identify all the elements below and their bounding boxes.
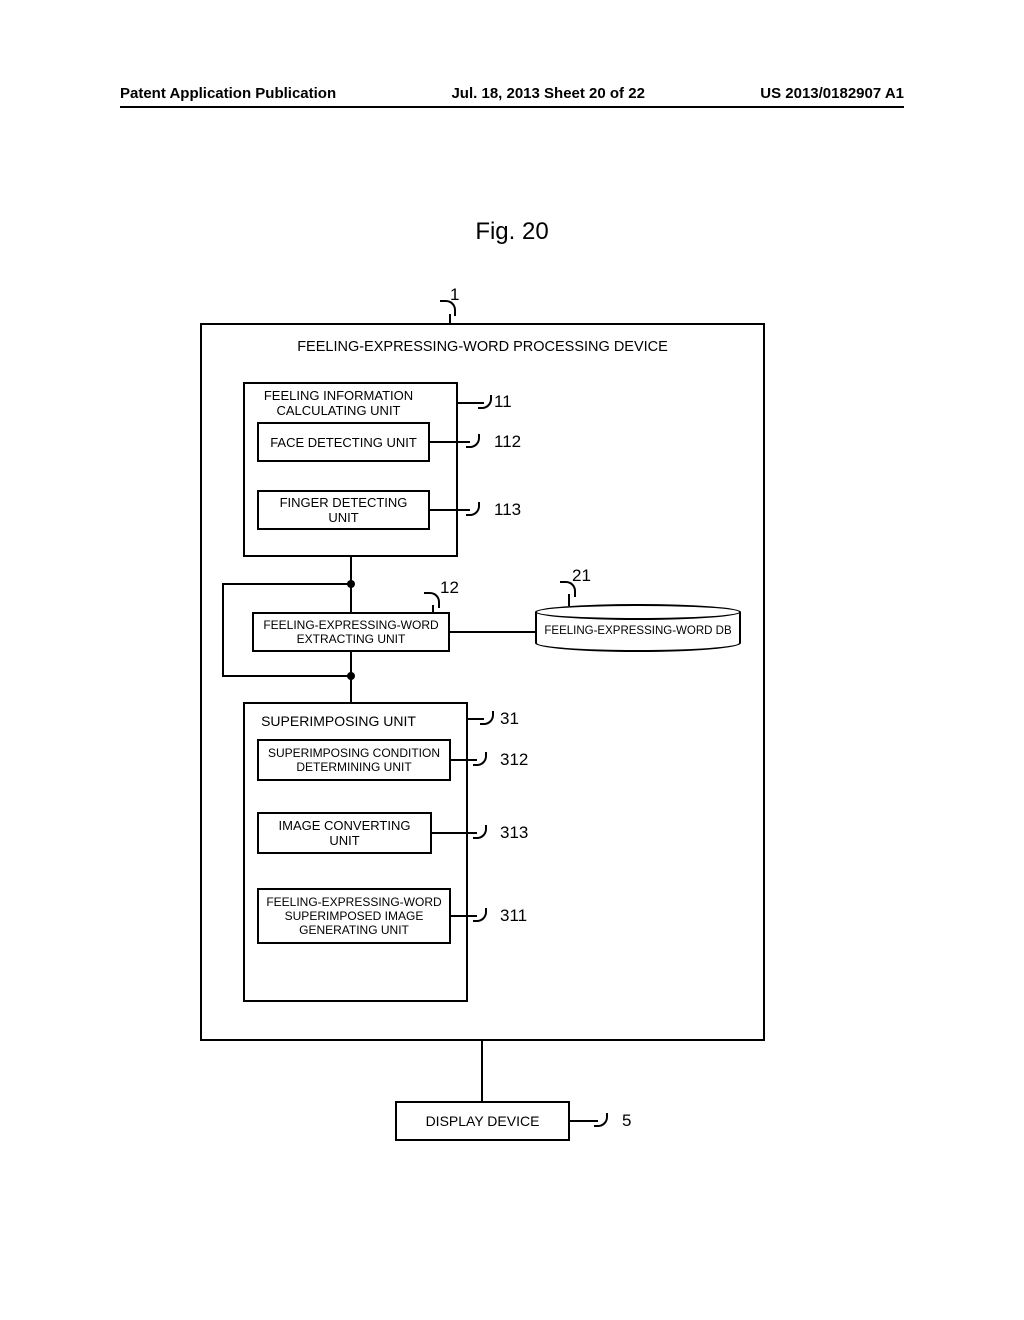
extract-unit-box: FEELING-EXPRESSING-WORD EXTRACTING UNIT bbox=[252, 612, 450, 652]
superimpose-title: SUPERIMPOSING UNIT bbox=[251, 713, 426, 729]
word-db-cylinder: FEELING-EXPRESSING-WORD DB bbox=[535, 612, 741, 652]
calc-unit-title: FEELING INFORMATION CALCULATING UNIT bbox=[251, 389, 426, 419]
header-center: Jul. 18, 2013 Sheet 20 of 22 bbox=[451, 85, 644, 102]
connector bbox=[222, 583, 350, 585]
page-header: Patent Application Publication Jul. 18, … bbox=[120, 85, 904, 108]
ref-label-113: 113 bbox=[494, 500, 521, 520]
connector bbox=[222, 583, 224, 675]
leader-line bbox=[430, 441, 470, 443]
ref-label-11: 11 bbox=[494, 392, 512, 412]
cond-unit-box: SUPERIMPOSING CONDITION DETERMINING UNIT bbox=[257, 739, 451, 781]
ref-label-112: 112 bbox=[494, 432, 521, 452]
connector bbox=[450, 631, 535, 633]
leader-line bbox=[568, 594, 570, 606]
ref-label-31: 31 bbox=[500, 709, 519, 729]
ref-label-311: 311 bbox=[500, 906, 527, 926]
gen-unit-box: FEELING-EXPRESSING-WORD SUPERIMPOSED IMA… bbox=[257, 888, 451, 944]
connector bbox=[481, 1041, 483, 1101]
connector bbox=[222, 675, 350, 677]
leader-line bbox=[432, 832, 477, 834]
finger-detect-box: FINGER DETECTING UNIT bbox=[257, 490, 430, 530]
calc-unit-box: FEELING INFORMATION CALCULATING UNIT bbox=[243, 382, 458, 557]
face-detect-box: FACE DETECTING UNIT bbox=[257, 422, 430, 462]
ref-label-21: 21 bbox=[572, 566, 591, 586]
figure-caption: Fig. 20 bbox=[475, 218, 548, 246]
ref-label-5: 5 bbox=[622, 1111, 631, 1131]
device-title: FEELING-EXPRESSING-WORD PROCESSING DEVIC… bbox=[202, 339, 763, 355]
ref-label-312: 312 bbox=[500, 750, 528, 770]
leader-curve bbox=[594, 1113, 608, 1127]
header-left: Patent Application Publication bbox=[120, 85, 336, 102]
convert-unit-box: IMAGE CONVERTING UNIT bbox=[257, 812, 432, 854]
cylinder-top bbox=[535, 604, 741, 620]
display-box: DISPLAY DEVICE bbox=[395, 1101, 570, 1141]
header-right: US 2013/0182907 A1 bbox=[760, 85, 904, 102]
connector-dot bbox=[347, 672, 355, 680]
ref-label-12: 12 bbox=[440, 578, 459, 598]
leader-line bbox=[449, 314, 451, 323]
leader-line bbox=[430, 509, 470, 511]
ref-label-313: 313 bbox=[500, 823, 528, 843]
